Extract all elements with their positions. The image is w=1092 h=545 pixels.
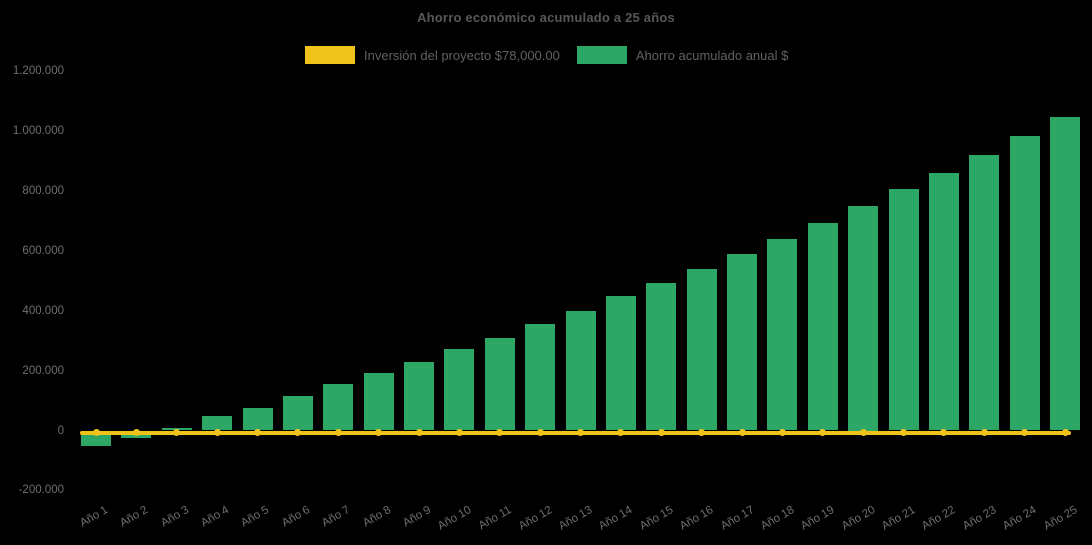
- bar-ahorro-acumulado: [767, 239, 798, 431]
- x-axis-label: Año 14: [597, 504, 635, 533]
- x-axis-label: Año 5: [239, 504, 272, 530]
- x-axis-label: Año 20: [839, 504, 878, 533]
- investment-line-marker: [738, 429, 746, 437]
- legend-label-ahorro: Ahorro acumulado anual $: [635, 47, 789, 63]
- investment-line-marker: [415, 429, 423, 437]
- bar-ahorro-acumulado: [444, 349, 475, 431]
- investment-line-marker: [698, 429, 706, 437]
- x-axis-label: Año 3: [158, 504, 191, 530]
- x-axis-label: Año 8: [360, 504, 393, 530]
- investment-line-marker: [254, 429, 261, 437]
- legend-item-inversion: Inversión del proyecto $78,000.00: [305, 46, 560, 64]
- investment-line-marker: [455, 429, 463, 437]
- y-axis-tick-label: 800.000: [22, 184, 64, 197]
- x-axis-label: Año 15: [637, 504, 676, 533]
- x-axis-label: Año 7: [320, 504, 353, 530]
- investment-line-marker: [617, 429, 625, 437]
- x-axis-label: Año 22: [920, 504, 958, 533]
- y-axis-tick-label: 0: [57, 424, 64, 437]
- bar-ahorro-acumulado: [484, 337, 515, 431]
- investment-line-marker: [577, 429, 584, 437]
- bar-ahorro-acumulado: [605, 295, 636, 431]
- investment-line-marker: [132, 429, 140, 437]
- investment-line-marker: [375, 429, 383, 437]
- bar-ahorro-acumulado: [969, 154, 1000, 431]
- x-axis-label: Año 2: [118, 504, 151, 530]
- bar-ahorro-acumulado: [848, 205, 879, 431]
- legend-swatch-inversion: [305, 46, 355, 64]
- bar-ahorro-acumulado: [363, 372, 394, 431]
- bar-ahorro-acumulado: [404, 361, 434, 431]
- x-axis-label: Año 4: [199, 504, 232, 530]
- investment-line-marker: [940, 429, 948, 437]
- x-axis-label: Año 19: [799, 504, 837, 533]
- bar-ahorro-acumulado: [646, 282, 677, 431]
- investment-line-marker: [1061, 429, 1069, 437]
- x-axis-label: Año 6: [279, 504, 312, 530]
- bar-ahorro-acumulado: [807, 222, 838, 431]
- investment-line-marker: [173, 429, 181, 437]
- legend-label-inversion: Inversión del proyecto $78,000.00: [364, 47, 560, 63]
- bar-ahorro-acumulado: [161, 427, 192, 431]
- y-axis-tick-label: 1.200.000: [12, 65, 64, 78]
- bar-ahorro-acumulado: [282, 395, 313, 431]
- x-axis-label: Año 24: [1001, 504, 1039, 533]
- bar-ahorro-acumulado: [1050, 117, 1080, 431]
- investment-line-marker: [900, 429, 907, 437]
- y-axis-tick-label: -200.000: [18, 484, 64, 497]
- investment-line-marker: [778, 429, 786, 437]
- chart-title: Ahorro económico acumulado a 25 años: [417, 10, 675, 25]
- x-axis-label: Año 23: [960, 504, 999, 533]
- investment-line-marker: [536, 429, 544, 437]
- investment-line-marker: [819, 429, 827, 437]
- x-axis-label: Año 16: [678, 504, 716, 533]
- bar-ahorro-acumulado: [686, 268, 717, 431]
- investment-line-marker: [213, 429, 221, 437]
- bar-ahorro-acumulado: [727, 254, 757, 431]
- x-axis-label: Año 1: [77, 504, 110, 530]
- bar-ahorro-acumulado: [323, 383, 354, 431]
- investment-line-marker: [496, 429, 504, 437]
- x-axis-label: Año 25: [1041, 504, 1079, 533]
- investment-line-marker: [1021, 429, 1029, 437]
- bar-ahorro-acumulado: [888, 189, 919, 431]
- y-axis-tick-label: 600.000: [22, 244, 64, 257]
- x-axis-label: Año 21: [879, 504, 918, 533]
- x-axis-label: Año 13: [556, 504, 595, 533]
- bar-ahorro-acumulado: [525, 323, 556, 431]
- legend-swatch-ahorro: [576, 46, 627, 64]
- bar-ahorro-acumulado: [928, 172, 959, 431]
- y-axis-tick-label: 400.000: [22, 304, 64, 317]
- y-axis-tick-label: 200.000: [22, 364, 64, 377]
- legend-item-ahorro: Ahorro acumulado anual $: [576, 46, 789, 64]
- investment-line-marker: [334, 429, 342, 437]
- bar-ahorro-acumulado: [242, 407, 273, 431]
- x-axis-label: Año 17: [718, 504, 756, 533]
- x-axis-label: Año 10: [435, 504, 474, 533]
- x-axis-label: Año 12: [516, 504, 555, 533]
- bar-ahorro-acumulado: [1009, 136, 1040, 431]
- investment-line: [80, 430, 1071, 435]
- x-axis-label: Año 11: [476, 504, 514, 533]
- investment-line-marker: [859, 429, 867, 437]
- legend: Inversión del proyecto $78,000.00 Ahorro…: [305, 46, 788, 64]
- y-axis-tick-label: 1.000.000: [12, 125, 64, 137]
- x-axis-label: Año 18: [758, 504, 797, 533]
- x-axis-label: Año 9: [400, 504, 433, 530]
- investment-line-marker: [980, 429, 988, 437]
- investment-line-marker: [92, 429, 100, 437]
- bar-ahorro-acumulado: [202, 416, 233, 431]
- investment-line-marker: [294, 429, 302, 437]
- investment-line-marker: [657, 429, 665, 437]
- bar-ahorro-acumulado: [565, 311, 596, 431]
